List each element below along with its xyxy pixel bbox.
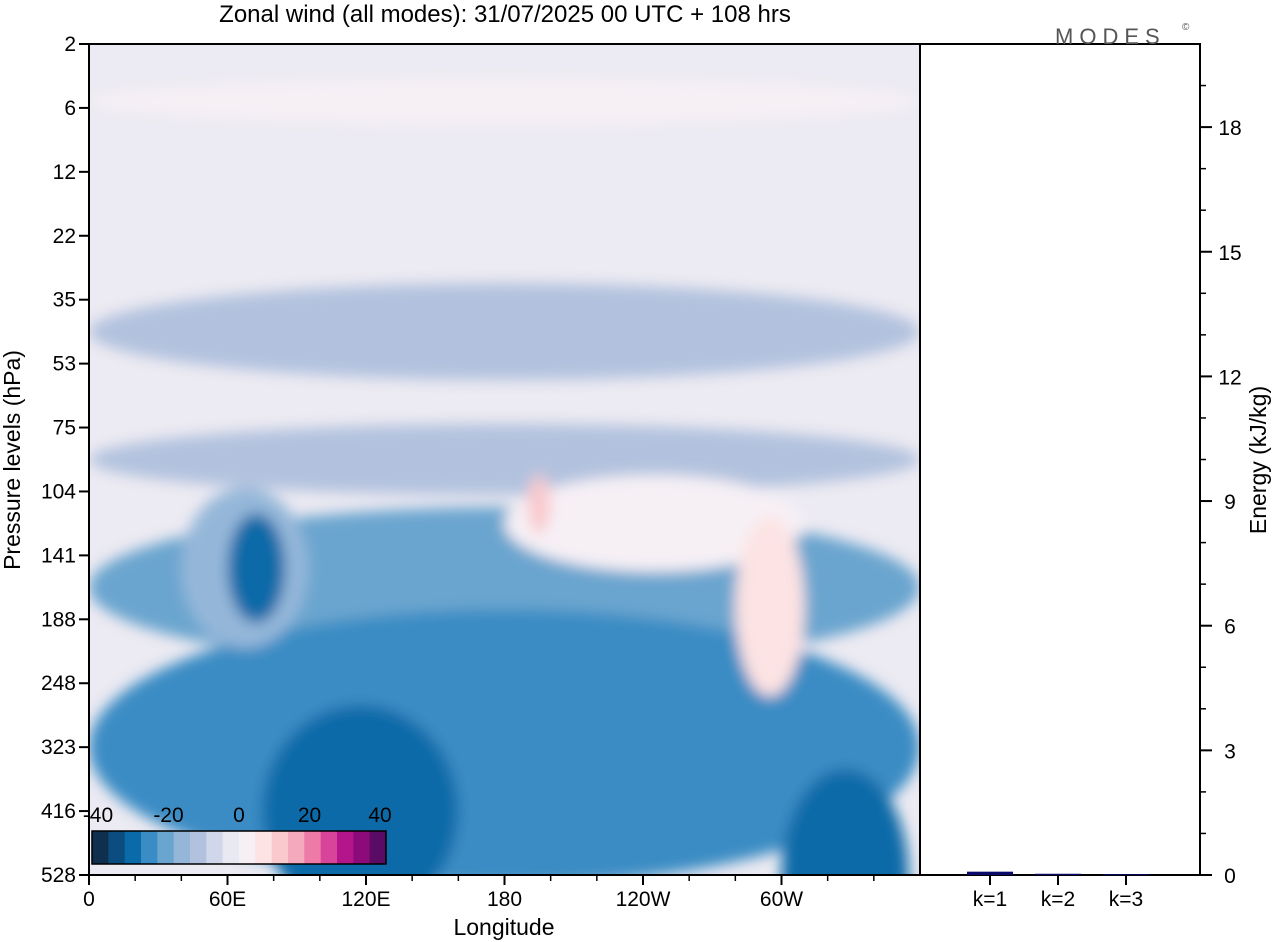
colorbar-swatch	[239, 831, 256, 864]
x-tick-label: 60W	[760, 888, 803, 911]
wind-region-5	[262, 705, 459, 875]
energy-bar	[967, 871, 1013, 875]
energy-tick-label: 18	[1218, 117, 1241, 140]
y-axis-label: Pressure levels (hPa)	[0, 350, 25, 570]
wind-region-6	[781, 769, 909, 875]
wind-region-10	[735, 516, 805, 697]
logo-text: MODES	[1055, 24, 1166, 49]
energy-bar	[1035, 873, 1081, 875]
energy-frame	[919, 43, 1201, 876]
energy-categories: k=1 k=2 k=3	[973, 875, 1143, 911]
colorbar-label: -20	[153, 804, 183, 827]
y-tick-label: 141	[41, 544, 76, 567]
wind-region-12	[227, 513, 286, 623]
energy-category-label: k=1	[973, 888, 1007, 911]
colorbar-label: 20	[298, 804, 321, 827]
logo-mark: ©	[1182, 22, 1190, 33]
energy-tick-label: 9	[1224, 491, 1236, 514]
x-tick-label: 60E	[209, 888, 246, 911]
colorbar-swatch	[271, 831, 289, 864]
x-axis: 0 60E 120E 180 120W 60W	[83, 875, 875, 911]
colorbar-swatch	[92, 831, 109, 864]
colorbar-label: 40	[368, 804, 391, 827]
x-tick-label: 180	[487, 888, 522, 911]
energy-axis-label: Energy (kJ/kg)	[1245, 386, 1271, 534]
y-tick-label: 75	[53, 417, 76, 440]
wind-region-9	[527, 475, 551, 534]
energy-panel: 0 3 6 9 12 15 18 k=1 k=2 k=3 Energy (kJ/kg)	[919, 43, 1271, 911]
colorbar-swatch	[141, 831, 158, 864]
energy-tick-label: 3	[1224, 740, 1236, 763]
colorbar-swatch	[255, 831, 273, 864]
energy-tick-label: 15	[1218, 242, 1241, 265]
colorbar-swatch	[108, 831, 126, 864]
colorbar-swatch	[304, 831, 322, 864]
wind-region-8	[504, 475, 805, 572]
colorbar-swatch	[157, 831, 175, 864]
y-tick-label: 2	[64, 33, 76, 56]
colorbar-swatch	[337, 831, 354, 864]
x-axis-label: Longitude	[453, 914, 554, 940]
colorbar-swatch	[222, 831, 240, 864]
energy-tick-label: 12	[1218, 366, 1241, 389]
y-tick-label: 323	[41, 736, 76, 759]
y-tick-label: 188	[41, 608, 76, 631]
y-tick-label: 248	[41, 672, 76, 695]
energy-bar	[1103, 874, 1149, 876]
colorbar-swatch	[369, 831, 387, 864]
y-tick-label: 12	[53, 161, 76, 184]
x-tick-label: 0	[83, 888, 95, 911]
colorbar-swatch	[320, 831, 338, 864]
x-tick-label: 120E	[341, 888, 390, 911]
colorbar: -40 -20 0 20 40	[83, 804, 392, 865]
colorbar-swatch	[173, 831, 191, 864]
energy-category-label: k=2	[1041, 888, 1075, 911]
y-axis: 2 6 12 22 35 53 75 104 141 188 248 323 416 528	[41, 33, 89, 887]
energy-bars	[967, 871, 1149, 876]
y-tick-label: 53	[53, 353, 76, 376]
colorbar-swatch	[124, 831, 142, 864]
y-tick-label: 22	[53, 225, 76, 248]
y-tick-label: 528	[41, 864, 76, 887]
energy-category-label: k=3	[1109, 888, 1143, 911]
modes-logo: MODES ©	[1055, 22, 1190, 49]
heatmap-panel: 0 60E 120E 180 120W 60W 2 6 12 22 35 53 75 104 141 188…	[0, 33, 921, 940]
colorbar-swatch	[353, 831, 371, 864]
colorbar-swatch	[288, 831, 305, 864]
energy-axis: 0 3 6 9 12 15 18	[1200, 84, 1242, 888]
y-tick-label: 6	[64, 97, 76, 120]
energy-tick-label: 0	[1224, 865, 1236, 888]
wind-region-7	[89, 78, 920, 125]
energy-tick-label: 6	[1224, 616, 1236, 639]
colorbar-label: 0	[233, 804, 245, 827]
colorbar-swatch	[190, 831, 207, 864]
wind-region-2	[89, 423, 920, 496]
colorbar-label: -40	[83, 804, 113, 827]
y-tick-label: 104	[41, 480, 76, 503]
colorbar-frame	[91, 830, 387, 865]
colorbar-swatch	[206, 831, 224, 864]
x-tick-label: 120W	[616, 888, 671, 911]
y-tick-label: 35	[53, 289, 76, 312]
wind-region-1	[89, 283, 920, 381]
chart-title: Zonal wind (all modes): 31/07/2025 00 UT…	[219, 1, 791, 28]
y-tick-label: 416	[41, 800, 76, 823]
